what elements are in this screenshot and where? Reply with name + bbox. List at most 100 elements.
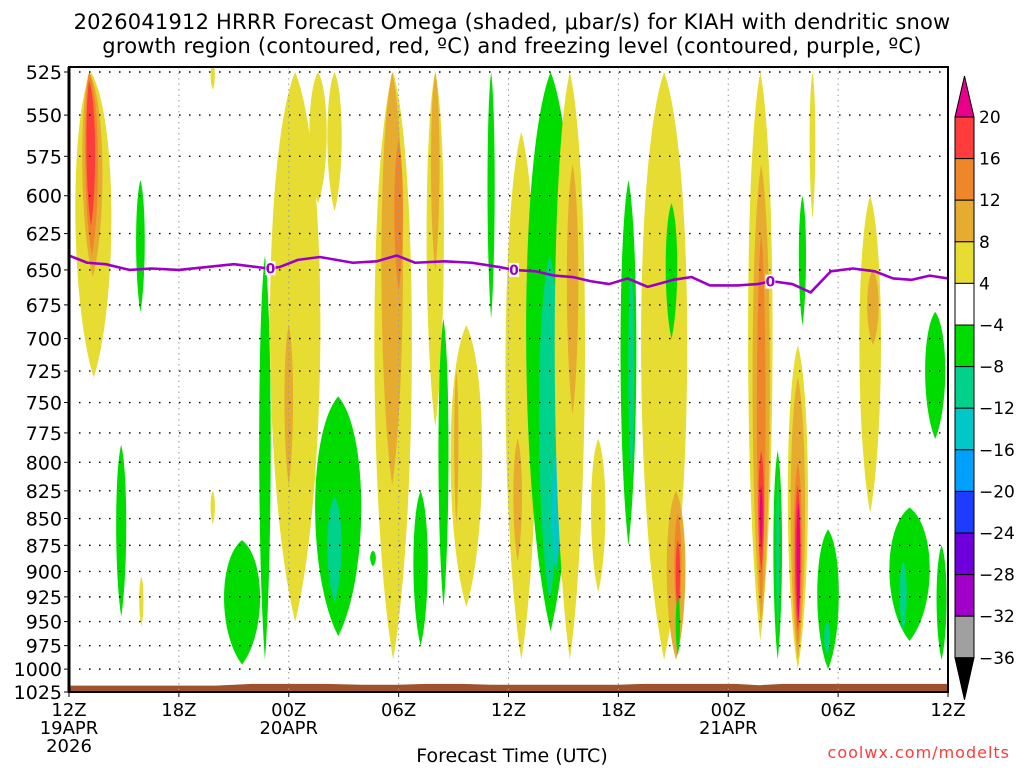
omega-region-26 — [454, 371, 459, 524]
colorbar-bottom-arrow — [954, 657, 975, 700]
x-tick-label-5: 18Z — [601, 700, 636, 721]
omega-region-5 — [116, 444, 127, 617]
freezing-level-line — [69, 254, 948, 294]
colorbar-box-7 — [954, 407, 975, 451]
colorbar-box-9 — [954, 490, 975, 534]
y-axis-pressure: 525 550 575 600 625 650 675 700 725 750 775 800 825 8… — [14, 62, 71, 704]
colorbar-box-4 — [954, 282, 975, 326]
colorbar-box-11 — [954, 574, 975, 617]
x-tick-label-8: 12Z — [930, 700, 965, 721]
omega-region-3 — [86, 80, 96, 227]
omega-region-10 — [259, 255, 271, 660]
colorbar-top-arrow — [954, 75, 975, 118]
colorbar-box-10 — [954, 532, 975, 576]
omega-region-56 — [817, 529, 839, 670]
y-tick-label-725: 725 — [26, 361, 62, 383]
omega-region-7 — [210, 67, 215, 90]
y-tick-label-1025: 1025 — [14, 682, 62, 704]
y-tick-label-650: 650 — [26, 260, 62, 282]
x-axis-label: Forecast Time (UTC) — [416, 745, 608, 767]
colorbar-box-12 — [954, 615, 975, 659]
y-tick-label-700: 700 — [26, 329, 62, 351]
colorbar: 20 16 12 8 4 −4 −8 −12 −16 −20 −24 −28 −32 −36 — [954, 75, 1015, 700]
omega-region-61 — [867, 269, 879, 346]
colorbar-label-0: 20 — [979, 108, 1001, 128]
x-tick-label-0: 12Z — [51, 700, 86, 721]
omega-region-12 — [284, 325, 294, 486]
y-tick-label-525: 525 — [26, 62, 62, 84]
colorbar-box-8 — [954, 449, 975, 492]
omega-region-55 — [796, 502, 801, 622]
chart-title-line-2: growth region (contoured, red, ºC) and f… — [102, 34, 922, 58]
colorbar-label-8: −16 — [979, 441, 1015, 461]
x-tick-label-1: 18Z — [161, 700, 196, 721]
x-tick-label-6: 00Z — [711, 700, 746, 721]
omega-region-13 — [309, 72, 327, 204]
x-tick-sublabel: 19APR — [40, 718, 99, 739]
y-tick-label-1000: 1000 — [14, 659, 62, 681]
y-tick-label-900: 900 — [26, 561, 62, 583]
credit-link[interactable]: coolwx.com/modelts — [827, 743, 1010, 762]
omega-region-6 — [139, 576, 144, 627]
colorbar-label-3: 8 — [979, 233, 990, 253]
omega-region-50 — [776, 473, 780, 637]
omega-region-17 — [370, 550, 376, 567]
colorbar-box-3 — [954, 241, 975, 284]
y-tick-label-750: 750 — [26, 393, 62, 415]
omega-region-48 — [759, 485, 763, 551]
colorbar-label-10: −24 — [979, 524, 1015, 544]
omega-region-23 — [413, 490, 428, 646]
y-tick-label-675: 675 — [26, 295, 62, 317]
omega-region-57 — [824, 621, 831, 656]
y-tick-label-575: 575 — [26, 146, 62, 168]
y-tick-label-825: 825 — [26, 481, 62, 503]
x-tick-sublabel: 21APR — [699, 718, 758, 739]
colorbar-label-11: −28 — [979, 566, 1015, 586]
colorbar-label-5: −4 — [979, 316, 1004, 336]
y-tick-label-625: 625 — [26, 224, 62, 246]
x-tick-label-4: 12Z — [491, 700, 526, 721]
colorbar-label-13: −36 — [979, 649, 1015, 669]
colorbar-label-1: 16 — [979, 150, 1001, 170]
colorbar-label-9: −20 — [979, 482, 1015, 502]
omega-region-42 — [665, 203, 678, 339]
x-tick-label-2: 00Z — [271, 700, 306, 721]
freezing-level-layer: 0 0 0 — [69, 254, 948, 294]
omega-region-8 — [210, 490, 215, 524]
colorbar-box-2 — [954, 199, 975, 243]
omega-region-29 — [513, 438, 522, 562]
freezing-level-label: 0 — [509, 263, 519, 279]
colorbar-box-6 — [954, 366, 975, 409]
omega-region-58 — [809, 72, 816, 219]
omega-region-62 — [889, 507, 930, 641]
freezing-label-bg-1 — [508, 262, 519, 277]
y-tick-label-975: 975 — [26, 636, 62, 658]
omega-region-16 — [327, 496, 342, 602]
y-tick-label-800: 800 — [26, 452, 62, 474]
omega-region-65 — [936, 545, 947, 660]
omega-region-24 — [438, 318, 449, 607]
y-tick-label-875: 875 — [26, 535, 62, 557]
chart-title-line-1: 2026041912 HRRR Forecast Omega (shaded, … — [73, 10, 951, 34]
omega-region-60 — [859, 195, 881, 514]
omega-region-34 — [566, 164, 579, 415]
omega-region-27 — [487, 72, 495, 319]
omega-region-14 — [327, 72, 342, 212]
omega-region-22 — [430, 72, 440, 270]
omega-region-37 — [628, 269, 635, 480]
omega-region-35 — [591, 438, 606, 592]
freezing-label-bg-0 — [265, 261, 276, 276]
colorbar-box-1 — [954, 158, 975, 201]
colorbar-label-12: −32 — [979, 607, 1015, 627]
omega-region-11 — [269, 72, 321, 622]
x-tick-sublabel: 20APR — [259, 718, 318, 739]
omega-region-4 — [136, 180, 145, 312]
colorbar-label-2: 12 — [979, 191, 1001, 211]
y-tick-label-600: 600 — [26, 186, 62, 208]
omega-region-41 — [675, 540, 681, 612]
x-tick-label-3: 06Z — [381, 700, 416, 721]
colorbar-label-7: −12 — [979, 399, 1015, 419]
omega-region-59 — [798, 195, 807, 326]
